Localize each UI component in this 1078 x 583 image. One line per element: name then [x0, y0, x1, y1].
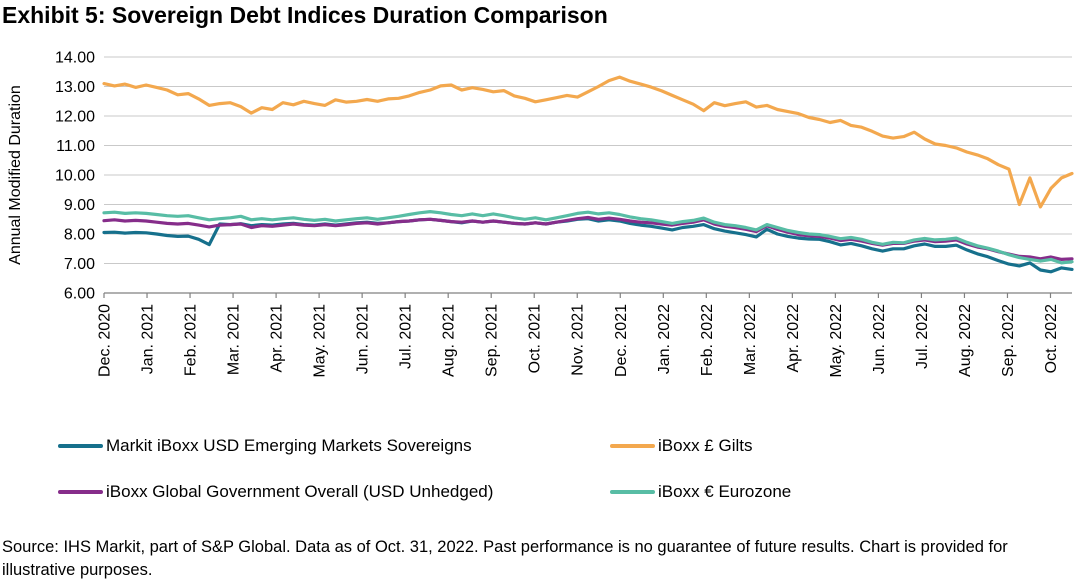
x-tick-label: Oct. 2022 [1043, 304, 1060, 373]
legend-label-global-government: iBoxx Global Government Overall (USD Unh… [106, 482, 494, 501]
legend-label-eurozone: iBoxx € Eurozone [658, 482, 792, 501]
svg-text:13.00: 13.00 [55, 79, 95, 96]
x-tick-label: Apr. 2022 [785, 304, 802, 373]
duration-line-chart: 14.00 13.00 12.00 11.00 10.00 9.00 8.00 7.00 6.0… [7, 50, 1074, 378]
x-tick-label: Jun. 2022 [871, 304, 888, 374]
svg-text:11.00: 11.00 [56, 138, 95, 155]
chart-title: Exhibit 5: Sovereign Debt Indices Durati… [2, 2, 608, 28]
x-tick-label: Feb. 2022 [699, 304, 716, 376]
legend-item-global-government: iBoxx Global Government Overall (USD Unh… [58, 482, 610, 502]
svg-text:9.00: 9.00 [64, 197, 95, 214]
svg-text:7.00: 7.00 [64, 256, 95, 273]
source-note: Source: IHS Markit, part of S&P Global. … [2, 538, 1008, 580]
svg-text:6.00: 6.00 [64, 286, 95, 303]
series-line-3 [102, 210, 1074, 265]
y-axis-title: Annual Modified Duration [7, 85, 24, 265]
x-tick-label: Sep. 2021 [484, 304, 501, 377]
x-tick-label: Feb. 2021 [183, 304, 200, 376]
series-line-1 [102, 75, 1074, 209]
legend-item-em-sovereigns: Markit iBoxx USD Emerging Markets Sovere… [58, 436, 610, 456]
legend-label-em-sovereigns: Markit iBoxx USD Emerging Markets Sovere… [106, 436, 472, 455]
svg-text:14.00: 14.00 [55, 50, 95, 67]
legend-swatch-em-sovereigns [58, 444, 103, 448]
x-tick-label: Jul. 2022 [914, 304, 931, 369]
legend-item-eurozone: iBoxx € Eurozone [610, 482, 791, 502]
x-tick-label: Apr. 2021 [269, 304, 286, 373]
x-tick-label: Nov. 2021 [570, 304, 587, 376]
svg-text:8.00: 8.00 [64, 227, 95, 244]
legend-swatch-eurozone [610, 490, 655, 494]
chart-legend: Markit iBoxx USD Emerging Markets Sovere… [58, 436, 791, 502]
x-tick-label: Aug. 2021 [441, 304, 458, 377]
x-tick-label: Dec. 2021 [613, 304, 630, 377]
x-tick-label: Jun. 2021 [355, 304, 372, 374]
x-tick-label: May. 2021 [312, 304, 329, 378]
x-tick-label: Mar. 2022 [742, 304, 759, 375]
legend-swatch-global-government [58, 490, 103, 494]
legend-label-gilts: iBoxx £ Gilts [658, 436, 753, 455]
svg-text:12.00: 12.00 [55, 109, 95, 126]
x-tick-label: Sep. 2022 [1000, 304, 1017, 377]
x-tick-label: Mar. 2021 [226, 304, 243, 375]
legend-item-gilts: iBoxx £ Gilts [610, 436, 791, 456]
x-tick-label: Jan. 2022 [656, 304, 673, 374]
x-tick-label: May. 2022 [828, 304, 845, 378]
x-tick-label: Jan. 2021 [140, 304, 157, 374]
svg-text:10.00: 10.00 [55, 168, 95, 185]
x-tick-label: Jul. 2021 [398, 304, 415, 369]
legend-swatch-gilts [610, 444, 655, 448]
x-tick-label: Dec. 2020 [97, 304, 114, 377]
x-tick-label: Oct. 2021 [527, 304, 544, 373]
x-tick-label: Aug. 2022 [957, 304, 974, 377]
